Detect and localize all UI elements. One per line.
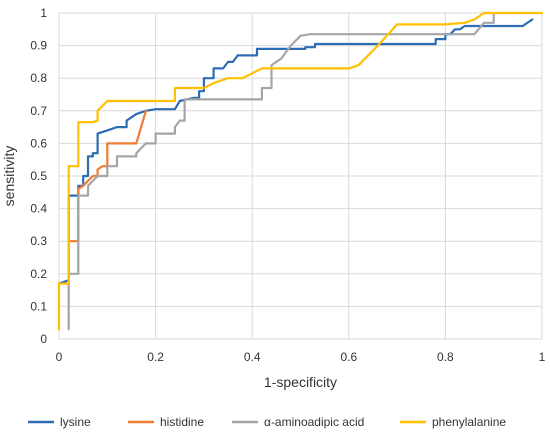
series-lines [57,11,544,331]
y-tick-label: 0.8 [30,71,47,85]
y-tick-label: 0.9 [30,39,47,53]
series-line-lysine [57,18,534,285]
x-tick-labels: 0 0.2 0.4 0.6 0.8 1 [56,350,546,364]
y-tick-label: 1 [40,6,47,20]
legend-label: lysine [60,415,91,429]
gridlines [58,12,543,340]
y-tick-label: 0.2 [30,267,47,281]
y-tick-label: 0 [40,332,47,346]
y-axis-title: sensitivity [1,146,17,207]
legend-label: histidine [160,415,204,429]
series-line-phenylalanine [57,11,544,331]
y-tick-label: 0.3 [30,234,47,248]
y-tick-label: 0.6 [30,136,47,150]
x-tick-label: 0.8 [437,350,454,364]
x-tick-label: 0.6 [340,350,357,364]
series-line-aminoadipic-acid [67,11,495,331]
y-tick-label: 0.7 [30,104,47,118]
y-tick-label: 0.5 [30,169,47,183]
y-tick-label: 0.1 [30,299,47,313]
x-tick-label: 0 [56,350,63,364]
legend-label: α-aminoadipic acid [264,415,364,429]
x-axis-title: 1-specificity [264,374,337,390]
x-tick-label: 1 [539,350,546,364]
y-tick-labels: 0 0.1 0.2 0.3 0.4 0.5 0.6 0.7 0.8 0.9 1 [30,6,47,346]
legend-label: phenylalanine [432,415,506,429]
legend: lysine histidine α-aminoadipic acid phenyla… [28,415,506,429]
y-tick-label: 0.4 [30,202,47,216]
x-tick-label: 0.2 [147,350,164,364]
x-tick-label: 0.4 [244,350,261,364]
